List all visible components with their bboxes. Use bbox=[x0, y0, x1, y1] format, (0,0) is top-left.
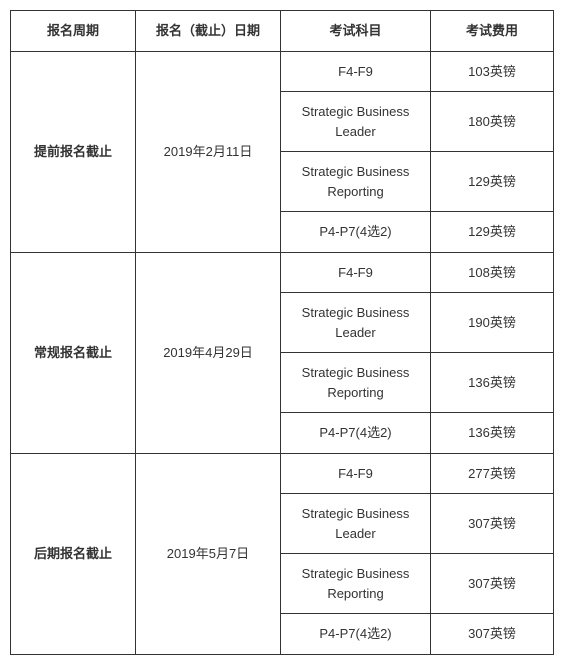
fee-cell: 103英镑 bbox=[431, 51, 554, 92]
period-cell: 常规报名截止 bbox=[11, 252, 136, 453]
header-date: 报名（截止）日期 bbox=[136, 11, 281, 52]
subject-cell: P4-P7(4选2) bbox=[281, 614, 431, 655]
date-cell: 2019年5月7日 bbox=[136, 453, 281, 654]
fee-cell: 108英镑 bbox=[431, 252, 554, 293]
subject-line1: Strategic Business bbox=[285, 564, 426, 584]
subject-cell: Strategic Business Leader bbox=[281, 293, 431, 353]
subject-line2: Leader bbox=[285, 122, 426, 142]
date-cell: 2019年2月11日 bbox=[136, 51, 281, 252]
table-header-row: 报名周期 报名（截止）日期 考试科目 考试费用 bbox=[11, 11, 554, 52]
subject-cell: F4-F9 bbox=[281, 252, 431, 293]
subject-line2: Leader bbox=[285, 323, 426, 343]
subject-line2: Leader bbox=[285, 524, 426, 544]
fee-cell: 136英镑 bbox=[431, 353, 554, 413]
date-cell: 2019年4月29日 bbox=[136, 252, 281, 453]
subject-cell: F4-F9 bbox=[281, 453, 431, 494]
fee-cell: 277英镑 bbox=[431, 453, 554, 494]
subject-cell: F4-F9 bbox=[281, 51, 431, 92]
fee-cell: 307英镑 bbox=[431, 614, 554, 655]
subject-line2: Reporting bbox=[285, 584, 426, 604]
fee-cell: 190英镑 bbox=[431, 293, 554, 353]
registration-fee-table: 报名周期 报名（截止）日期 考试科目 考试费用 提前报名截止 2019年2月11… bbox=[10, 10, 554, 655]
table-row: 常规报名截止 2019年4月29日 F4-F9 108英镑 bbox=[11, 252, 554, 293]
fee-cell: 307英镑 bbox=[431, 494, 554, 554]
period-cell: 提前报名截止 bbox=[11, 51, 136, 252]
fee-cell: 180英镑 bbox=[431, 92, 554, 152]
subject-line1: Strategic Business bbox=[285, 504, 426, 524]
subject-line1: Strategic Business bbox=[285, 363, 426, 383]
period-cell: 后期报名截止 bbox=[11, 453, 136, 654]
table-row: 提前报名截止 2019年2月11日 F4-F9 103英镑 bbox=[11, 51, 554, 92]
subject-cell: Strategic Business Reporting bbox=[281, 353, 431, 413]
fee-cell: 136英镑 bbox=[431, 413, 554, 454]
subject-cell: P4-P7(4选2) bbox=[281, 413, 431, 454]
header-period: 报名周期 bbox=[11, 11, 136, 52]
subject-line2: Reporting bbox=[285, 182, 426, 202]
header-fee: 考试费用 bbox=[431, 11, 554, 52]
subject-line1: Strategic Business bbox=[285, 102, 426, 122]
subject-line1: Strategic Business bbox=[285, 303, 426, 323]
subject-cell: P4-P7(4选2) bbox=[281, 212, 431, 253]
table-row: 后期报名截止 2019年5月7日 F4-F9 277英镑 bbox=[11, 453, 554, 494]
fee-cell: 129英镑 bbox=[431, 212, 554, 253]
subject-cell: Strategic Business Leader bbox=[281, 494, 431, 554]
fee-cell: 129英镑 bbox=[431, 152, 554, 212]
subject-cell: Strategic Business Reporting bbox=[281, 152, 431, 212]
subject-cell: Strategic Business Reporting bbox=[281, 554, 431, 614]
subject-cell: Strategic Business Leader bbox=[281, 92, 431, 152]
header-subject: 考试科目 bbox=[281, 11, 431, 52]
subject-line2: Reporting bbox=[285, 383, 426, 403]
fee-cell: 307英镑 bbox=[431, 554, 554, 614]
subject-line1: Strategic Business bbox=[285, 162, 426, 182]
